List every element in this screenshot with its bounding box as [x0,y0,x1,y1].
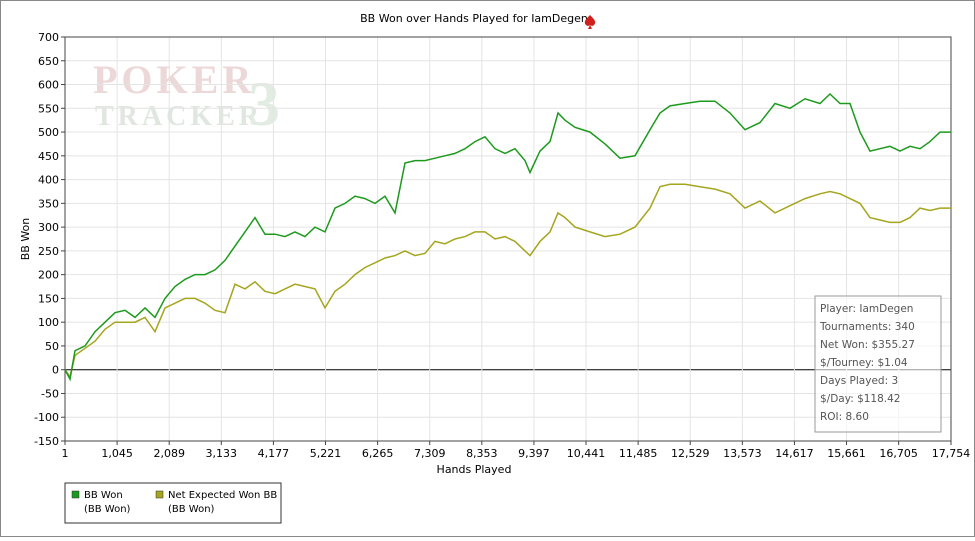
y-tick-label: 400 [38,174,59,187]
plot-border [64,36,952,442]
x-tick-label: 16,705 [879,447,918,460]
x-tick-label: 14,617 [775,447,814,460]
series-line [64,183,951,379]
stats-line: ROI: 8.60 [820,411,869,423]
stats-box [814,295,942,433]
x-tick-label: 6,265 [362,447,394,460]
x-tick-label: 8,353 [466,447,498,460]
y-tick-label: 350 [38,197,59,210]
legend-label: Net Expected Won BB [168,490,277,501]
y-tick-label: 100 [38,316,59,329]
y-tick-label: 50 [45,340,59,353]
legend-swatch [155,490,164,499]
y-tick-label: 300 [38,221,59,234]
x-tick-label: 4,177 [258,447,290,460]
stats-line: Tournaments: 340 [819,321,915,333]
watermark-text: POKER [93,57,255,102]
y-tick-label: 450 [38,150,59,163]
x-tick-label: 13,573 [723,447,762,460]
legend-label: BB Won [84,490,123,501]
x-tick-label: 1 [62,447,69,460]
y-tick-label: 0 [52,364,59,377]
x-tick-label: 2,089 [153,447,185,460]
x-axis-label: Hands Played [437,463,512,476]
y-tick-label: 600 [38,79,59,92]
y-axis-label: BB Won [19,218,32,261]
x-tick-label: 5,221 [310,447,342,460]
stats-line: Net Won: $355.27 [820,339,915,351]
y-tick-label: 200 [38,269,59,282]
y-tick-label: -150 [34,435,59,448]
x-tick-label: 11,485 [619,447,658,460]
y-tick-label: 700 [38,31,59,44]
y-tick-label: 550 [38,102,59,115]
stats-line: Player: IamDegen [820,303,913,315]
x-tick-label: 7,309 [414,447,446,460]
y-tick-label: 250 [38,245,59,258]
stats-text: Player: IamDegen Tournaments: 340 Net Won:… [819,303,915,423]
legend-note: (BB Won) [168,504,215,515]
x-tick-label: 1,045 [101,447,133,460]
watermark-text: TRACKER [95,101,263,132]
y-tick-label: 500 [38,126,59,139]
legend-swatch [71,490,80,499]
x-tick-label: 12,529 [671,447,710,460]
y-tick-label: 650 [38,55,59,68]
x-tick-label: 17,754 [932,447,971,460]
legend-note: (BB Won) [84,504,131,515]
y-tick-label: -100 [34,411,59,424]
y-tick-label: -50 [41,387,59,400]
watermark-text: 3 [248,68,280,139]
stats-line: $/Day: $118.42 [820,393,900,405]
legend [64,482,282,524]
stats-line: $/Tourney: $1.04 [820,357,908,369]
lines [64,92,951,382]
grid [64,36,952,442]
x-tick-label: 9,397 [518,447,550,460]
series-line [64,92,951,382]
legend-items: BB Won (BB Won) Net Expected Won BB (BB Won… [71,490,277,515]
stats-line: Days Played: 3 [820,375,898,387]
axes: -150 -100 -50 0 50 100 150 200 250 300 350 400 450 50… [34,31,970,460]
spade-icon [584,15,596,29]
chart-title: BB Won over Hands Played for IamDegen [360,12,588,25]
x-tick-label: 15,661 [827,447,866,460]
x-tick-label: 10,441 [567,447,606,460]
y-tick-label: 150 [38,292,59,305]
x-tick-label: 3,133 [206,447,238,460]
